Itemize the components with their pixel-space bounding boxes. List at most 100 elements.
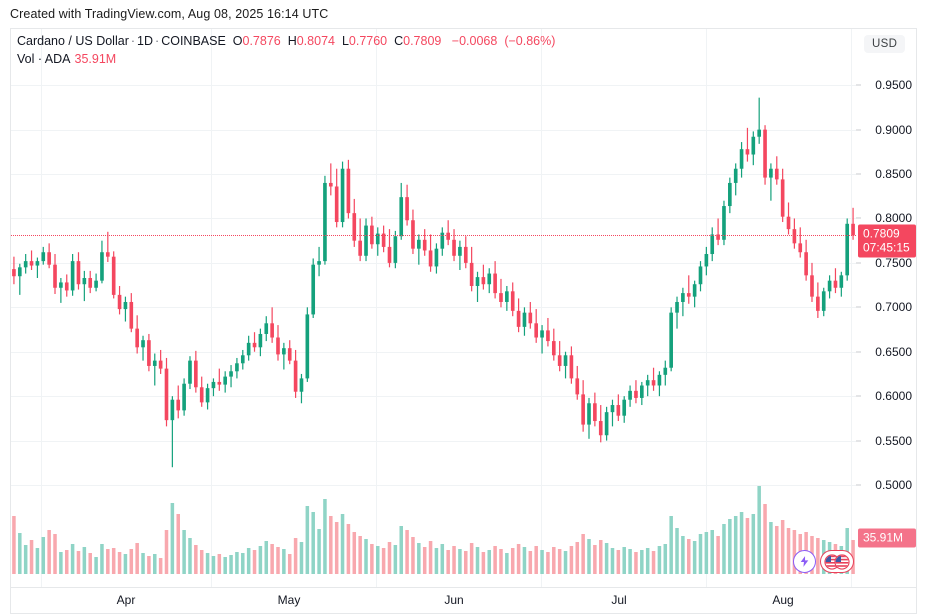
candle-body-up (299, 378, 304, 392)
candle-body-up (739, 149, 744, 169)
volume-bar (287, 554, 292, 574)
volume-bar (194, 545, 198, 574)
candle-wick (799, 227, 801, 258)
candle-wick (746, 127, 749, 162)
price-tick-label: 0.8000 (875, 211, 912, 226)
volume-bar (217, 554, 222, 574)
volume-bar (241, 553, 245, 574)
gridline-horizontal (11, 85, 856, 87)
volume-bar (464, 551, 468, 574)
volume-bar (123, 554, 128, 574)
candle-body-up (657, 374, 662, 386)
volume-bar (358, 536, 362, 574)
volume-bar (481, 552, 486, 574)
candle-body-up (375, 233, 380, 245)
price-scale[interactable]: USD 0.9500 0.9000 0.8500 0.8000 0.7500 0.7000… (856, 29, 916, 587)
volume-bar (387, 542, 392, 574)
flags-icon (820, 550, 854, 573)
candle-body-down (287, 348, 292, 361)
candle-body-down (499, 293, 503, 302)
candle-wick (770, 163, 772, 201)
price-tick-label: 0.6000 (875, 389, 912, 404)
candle-body-down (780, 179, 785, 217)
candle-wick (36, 257, 39, 278)
candle-body-down (405, 197, 409, 221)
candle-wick (541, 325, 543, 354)
price-tick-label: 0.8500 (875, 167, 912, 182)
candle-body-down (129, 301, 134, 329)
gridline-vertical (211, 29, 212, 587)
candle-body-down (88, 278, 93, 288)
candle-body-up (258, 333, 263, 348)
candle-body-up (733, 168, 738, 183)
candle-body-up (487, 273, 492, 285)
price-tick (856, 440, 861, 442)
candle-body-up (681, 293, 685, 302)
candle-wick (107, 231, 109, 263)
volume-bar (100, 544, 104, 574)
candle-body-down (575, 378, 580, 395)
price-tick (856, 84, 861, 86)
volume-bar (293, 538, 298, 574)
candle-body-up (282, 348, 286, 355)
candle-body-down (493, 273, 497, 294)
candle-body-up (622, 399, 627, 416)
volume-bar (323, 499, 327, 574)
candle-wick (30, 250, 33, 271)
candle-body-up (94, 280, 98, 288)
volume-bar (763, 504, 767, 574)
plot-area[interactable] (11, 29, 856, 587)
candle-body-down (158, 360, 163, 369)
candle-body-down (833, 280, 838, 288)
gridline-horizontal (11, 396, 856, 398)
candle-body-down (428, 250, 433, 267)
candle-wick (476, 271, 479, 302)
volume-bar (786, 528, 791, 574)
volume-bar (651, 551, 656, 574)
volume-bar (780, 520, 785, 574)
candle-body-up (434, 248, 439, 267)
volume-bar (70, 544, 75, 574)
candle-body-up (59, 282, 63, 288)
volume-bar (681, 536, 685, 574)
price-tick (856, 262, 861, 264)
chart-frame: USD 0.9500 0.9000 0.8500 0.8000 0.7500 0.7000… (10, 28, 917, 588)
volume-bar (399, 526, 403, 574)
candle-wick (330, 163, 332, 196)
gridline-horizontal (11, 307, 856, 309)
candle-body-up (182, 383, 186, 411)
candle-body-up (35, 261, 40, 266)
price-tick (856, 217, 861, 219)
gridline-vertical (541, 29, 542, 587)
current-price-value: 0.7809 (863, 226, 900, 241)
volume-bar (41, 537, 46, 574)
volume-bar (158, 558, 163, 574)
volume-bar (540, 550, 544, 574)
candle-body-down (334, 186, 339, 223)
candle-body-up (235, 363, 239, 372)
volume-bar (716, 536, 720, 574)
spark-icon (793, 550, 816, 573)
volume-bar (18, 533, 22, 574)
candle-body-up (522, 312, 527, 327)
volume-bar (47, 530, 51, 574)
candle-body-up (417, 239, 421, 249)
time-scale[interactable]: Apr May Jun Jul Aug (10, 588, 917, 614)
gridline-horizontal (11, 351, 856, 353)
candlestick-series (12, 97, 855, 468)
candle-body-down (199, 387, 204, 403)
candle-body-up (751, 136, 756, 155)
attribution-text: Created with TradingView.com, Aug 08, 20… (10, 7, 329, 21)
volume-bar (475, 547, 480, 574)
volume-bar (141, 553, 145, 574)
brand-badges (793, 550, 854, 573)
candle-body-up (640, 385, 644, 398)
candle-body-up (827, 280, 832, 292)
volume-bar (264, 541, 269, 574)
volume-bar (704, 532, 709, 574)
candle-body-up (23, 261, 28, 268)
candle-body-down (47, 252, 51, 265)
volume-bar (346, 524, 351, 574)
candle-wick (688, 275, 690, 304)
gridline-vertical (706, 29, 707, 587)
